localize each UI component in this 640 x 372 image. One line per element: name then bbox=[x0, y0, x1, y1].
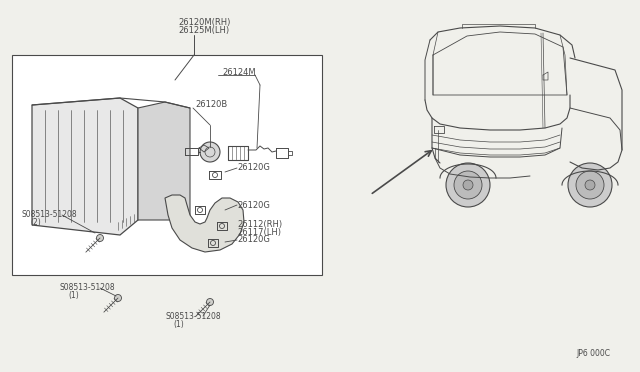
Polygon shape bbox=[165, 195, 244, 252]
Text: 26120M(RH): 26120M(RH) bbox=[178, 18, 230, 27]
Circle shape bbox=[576, 171, 604, 199]
Text: (1): (1) bbox=[173, 320, 184, 329]
Text: 26120B: 26120B bbox=[195, 100, 227, 109]
Text: S08513-51208: S08513-51208 bbox=[22, 210, 77, 219]
Text: 26120G: 26120G bbox=[237, 164, 270, 173]
Text: (2): (2) bbox=[30, 218, 41, 227]
Circle shape bbox=[207, 298, 214, 305]
Text: 26125M(LH): 26125M(LH) bbox=[178, 26, 229, 35]
Circle shape bbox=[446, 163, 490, 207]
Text: 26120G: 26120G bbox=[237, 201, 270, 209]
Circle shape bbox=[97, 234, 104, 241]
Circle shape bbox=[463, 180, 473, 190]
Circle shape bbox=[454, 171, 482, 199]
Polygon shape bbox=[138, 102, 190, 220]
Text: JP6 000C: JP6 000C bbox=[576, 349, 610, 358]
Text: (1): (1) bbox=[68, 291, 79, 300]
Circle shape bbox=[585, 180, 595, 190]
Text: 26117(LH): 26117(LH) bbox=[237, 228, 281, 237]
Polygon shape bbox=[32, 98, 138, 235]
Text: S08513-51208: S08513-51208 bbox=[165, 312, 221, 321]
Circle shape bbox=[200, 142, 220, 162]
Bar bbox=[12, 55, 322, 275]
Text: 26112(RH): 26112(RH) bbox=[237, 220, 282, 229]
Text: 26120G: 26120G bbox=[237, 235, 270, 244]
Circle shape bbox=[568, 163, 612, 207]
Text: 26124M: 26124M bbox=[222, 68, 255, 77]
Circle shape bbox=[115, 295, 122, 301]
Text: S08513-51208: S08513-51208 bbox=[60, 283, 116, 292]
